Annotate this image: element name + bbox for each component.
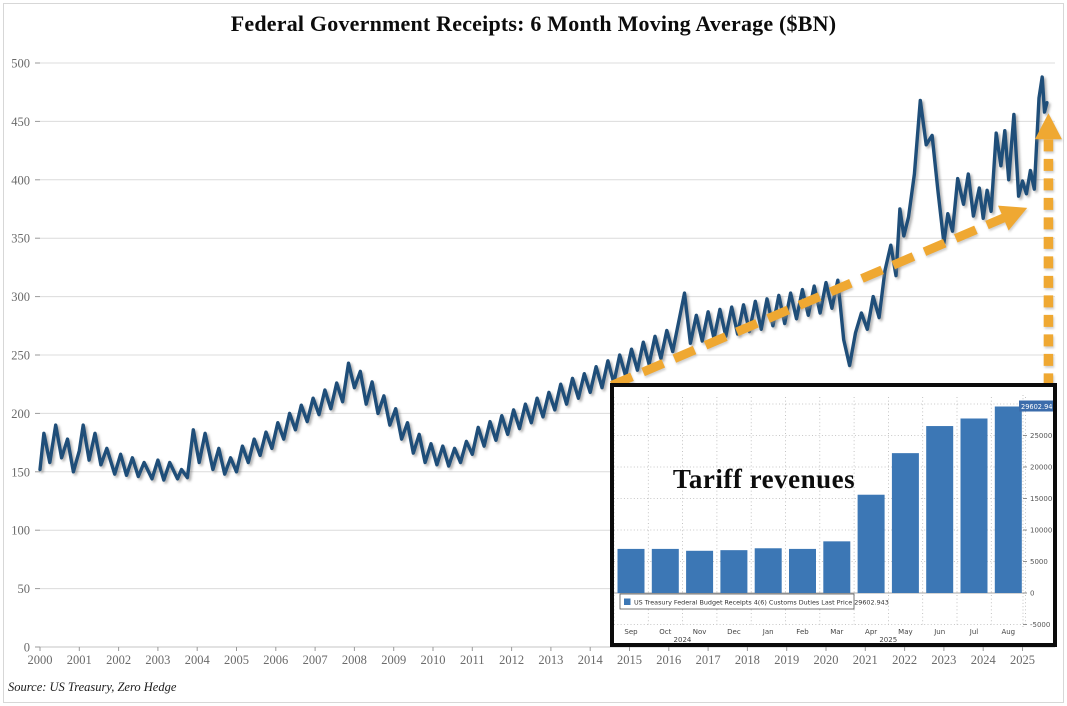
svg-text:150: 150 xyxy=(11,465,30,479)
svg-text:2021: 2021 xyxy=(853,653,878,667)
svg-text:2010: 2010 xyxy=(421,653,446,667)
x-axis-labels: 2000 2001 2002 2003 2004 2005 2006 2007 2008 2009… xyxy=(28,647,1035,667)
trend-arrow xyxy=(610,205,1028,390)
svg-text:100: 100 xyxy=(11,524,30,538)
tariff-bars xyxy=(617,406,1022,593)
tariff-bar-chart: -5000 0 5000 10000 15000 20000 25000 29602.943 S… xyxy=(613,395,1057,644)
y-axis-labels: 0 50 100 150 200 250 300 350 400 450 500 xyxy=(11,57,40,655)
svg-text:2019: 2019 xyxy=(774,653,799,667)
svg-text:2001: 2001 xyxy=(67,653,92,667)
last-price-badge: 29602.943 xyxy=(1019,400,1057,412)
tariff-title: Tariff revenues xyxy=(673,464,855,494)
svg-text:2003: 2003 xyxy=(145,653,170,667)
svg-text:450: 450 xyxy=(11,115,30,129)
svg-text:20000: 20000 xyxy=(1030,464,1052,472)
svg-text:500: 500 xyxy=(11,57,30,71)
svg-text:2016: 2016 xyxy=(656,653,681,667)
svg-text:2025: 2025 xyxy=(1010,653,1035,667)
svg-text:2011: 2011 xyxy=(460,653,485,667)
svg-text:2012: 2012 xyxy=(499,653,524,667)
svg-text:May: May xyxy=(898,628,912,636)
svg-text:2005: 2005 xyxy=(224,653,249,667)
svg-text:Apr: Apr xyxy=(865,628,877,636)
svg-text:50: 50 xyxy=(18,582,31,596)
svg-text:10000: 10000 xyxy=(1030,527,1052,535)
svg-text:2018: 2018 xyxy=(735,653,760,667)
svg-text:2002: 2002 xyxy=(106,653,131,667)
svg-text:400: 400 xyxy=(11,173,30,187)
source-note: Source: US Treasury, Zero Hedge xyxy=(8,680,177,694)
inset-x-axis-labels: Sep Oct Nov Dec Jan Feb Mar Apr May Jun Jul Aug 2024… xyxy=(624,628,1015,644)
svg-text:15000: 15000 xyxy=(1030,495,1052,503)
inset-legend: US Treasury Federal Budget Receipts 4(6)… xyxy=(619,593,889,610)
svg-text:350: 350 xyxy=(11,232,30,246)
svg-text:2006: 2006 xyxy=(263,653,288,667)
svg-text:Aug: Aug xyxy=(1001,628,1015,636)
svg-text:2022: 2022 xyxy=(892,653,917,667)
svg-text:Sep: Sep xyxy=(624,628,638,636)
receipts-line xyxy=(38,75,1049,482)
svg-text:2000: 2000 xyxy=(28,653,53,667)
chart-title: Federal Government Receipts: 6 Month Mov… xyxy=(230,11,837,36)
svg-text:2024: 2024 xyxy=(971,653,997,667)
svg-text:5000: 5000 xyxy=(1030,558,1048,566)
svg-text:0: 0 xyxy=(1030,590,1034,598)
svg-text:250: 250 xyxy=(11,349,30,363)
svg-text:2013: 2013 xyxy=(538,653,563,667)
svg-text:Jun: Jun xyxy=(933,628,945,636)
svg-text:2017: 2017 xyxy=(696,653,721,667)
svg-text:Jul: Jul xyxy=(969,628,979,636)
svg-text:2015: 2015 xyxy=(617,653,642,667)
surge-arrow xyxy=(1034,113,1062,386)
svg-text:Nov: Nov xyxy=(693,628,707,636)
svg-text:2007: 2007 xyxy=(303,653,328,667)
svg-text:2004: 2004 xyxy=(185,653,211,667)
svg-text:300: 300 xyxy=(11,290,30,304)
inset-right-axis-labels: -5000 0 5000 10000 15000 20000 25000 xyxy=(1023,432,1052,629)
svg-text:Mar: Mar xyxy=(830,628,843,636)
svg-text:25000: 25000 xyxy=(1030,432,1052,440)
svg-text:Oct: Oct xyxy=(659,628,671,636)
svg-text:2023: 2023 xyxy=(931,653,956,667)
svg-text:2009: 2009 xyxy=(381,653,406,667)
svg-text:Feb: Feb xyxy=(796,628,809,636)
svg-text:Dec: Dec xyxy=(727,628,741,636)
svg-text:2025: 2025 xyxy=(879,636,897,643)
svg-text:US Treasury Federal Budget Rec: US Treasury Federal Budget Receipts 4(6)… xyxy=(634,599,889,607)
svg-text:-5000: -5000 xyxy=(1030,621,1050,629)
svg-text:0: 0 xyxy=(24,641,30,655)
svg-text:Tariff revenues: Tariff revenues xyxy=(673,464,855,494)
svg-text:200: 200 xyxy=(11,407,30,421)
svg-text:2014: 2014 xyxy=(578,653,604,667)
svg-text:2020: 2020 xyxy=(814,653,839,667)
svg-text:2024: 2024 xyxy=(674,636,692,643)
tariff-inset-panel: -5000 0 5000 10000 15000 20000 25000 29602.943 S… xyxy=(610,383,1057,647)
svg-text:2008: 2008 xyxy=(342,653,367,667)
svg-text:29602.943: 29602.943 xyxy=(1021,403,1053,411)
svg-text:Jan: Jan xyxy=(762,628,774,636)
inset-gridlines xyxy=(613,395,1027,627)
y-gridlines xyxy=(40,62,1055,648)
